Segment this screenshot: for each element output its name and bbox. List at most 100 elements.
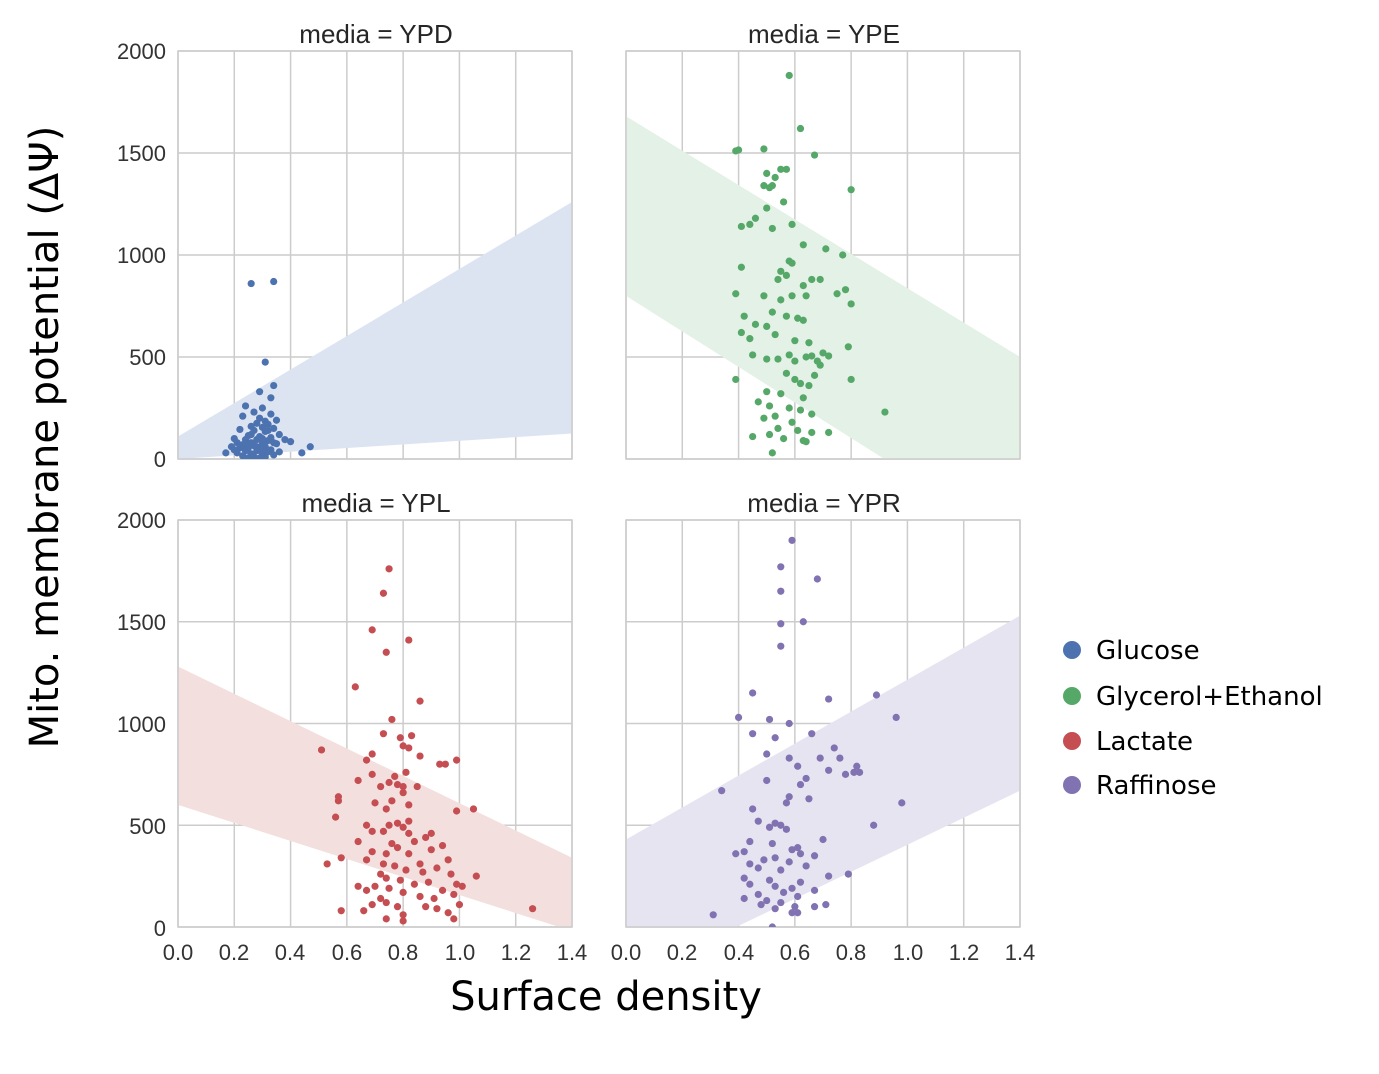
data-point bbox=[771, 173, 779, 182]
data-point bbox=[796, 406, 805, 414]
data-point bbox=[236, 442, 244, 450]
data-point bbox=[785, 404, 793, 412]
data-point bbox=[794, 892, 802, 901]
data-point bbox=[306, 443, 314, 451]
y-tick-label-top: 0 bbox=[154, 447, 166, 472]
data-point bbox=[825, 766, 833, 774]
y-tick-label-top: 2000 bbox=[117, 39, 166, 64]
data-point bbox=[388, 715, 396, 724]
y-tick-label-bottom: 2000 bbox=[117, 508, 166, 533]
data-point bbox=[371, 799, 379, 807]
data-point bbox=[410, 837, 418, 846]
data-point bbox=[275, 448, 283, 456]
y-tick-label-top: 500 bbox=[129, 345, 166, 370]
data-point bbox=[785, 351, 793, 359]
data-point bbox=[768, 308, 776, 316]
data-point bbox=[368, 848, 376, 856]
data-point bbox=[819, 835, 827, 844]
data-point bbox=[841, 286, 850, 294]
data-point bbox=[788, 220, 796, 228]
data-point bbox=[424, 878, 433, 886]
data-point bbox=[813, 575, 821, 583]
data-point bbox=[763, 169, 771, 177]
data-point bbox=[413, 782, 421, 791]
data-point bbox=[754, 817, 762, 825]
data-point bbox=[898, 799, 906, 807]
data-point bbox=[746, 880, 754, 888]
data-point bbox=[796, 878, 805, 886]
data-point bbox=[794, 426, 802, 435]
data-point bbox=[298, 449, 306, 457]
y-tick-label-top: 1000 bbox=[117, 243, 166, 268]
data-point bbox=[371, 882, 379, 890]
data-point bbox=[788, 909, 796, 917]
data-point bbox=[853, 762, 861, 770]
data-point bbox=[816, 361, 824, 369]
data-point bbox=[757, 901, 765, 909]
data-point bbox=[847, 300, 855, 308]
data-point bbox=[805, 381, 813, 390]
data-point bbox=[379, 730, 388, 738]
data-point bbox=[362, 756, 371, 764]
data-point bbox=[760, 292, 768, 300]
data-point bbox=[782, 165, 791, 173]
data-point bbox=[763, 355, 771, 363]
y-tick-label-bottom: 1500 bbox=[117, 610, 166, 635]
data-point bbox=[430, 894, 438, 903]
data-point bbox=[334, 797, 343, 805]
data-point bbox=[270, 277, 278, 286]
data-point bbox=[751, 320, 760, 328]
x-tick-label-left: 0.8 bbox=[388, 940, 419, 965]
data-point bbox=[433, 905, 441, 913]
data-point bbox=[808, 275, 816, 284]
data-point bbox=[393, 819, 402, 827]
data-point bbox=[472, 872, 480, 880]
data-point bbox=[791, 337, 799, 345]
panel-title-ype: media = YPE bbox=[748, 19, 900, 49]
data-point bbox=[749, 432, 757, 441]
data-point bbox=[453, 807, 461, 815]
data-point bbox=[822, 901, 830, 909]
data-point bbox=[734, 146, 743, 154]
data-point bbox=[377, 894, 385, 903]
data-point bbox=[802, 862, 810, 870]
data-point bbox=[267, 410, 275, 418]
data-point bbox=[796, 850, 805, 858]
data-point bbox=[760, 414, 768, 422]
y-tick-label-bottom: 0 bbox=[154, 916, 166, 941]
data-point bbox=[746, 335, 754, 343]
x-tick-label-right: 1.2 bbox=[949, 940, 980, 965]
data-point bbox=[794, 762, 802, 770]
data-point bbox=[399, 823, 407, 831]
data-point bbox=[771, 854, 779, 862]
legend-marker-raffinose bbox=[1063, 776, 1081, 794]
data-point bbox=[391, 772, 399, 781]
data-point bbox=[771, 734, 779, 742]
scatter-points bbox=[732, 71, 889, 457]
data-point bbox=[788, 259, 796, 267]
data-point bbox=[379, 827, 388, 835]
data-point bbox=[791, 375, 799, 384]
data-point bbox=[399, 888, 407, 897]
data-point bbox=[794, 909, 802, 917]
data-point bbox=[253, 443, 261, 451]
data-point bbox=[782, 369, 791, 377]
data-point bbox=[444, 909, 452, 917]
data-point bbox=[763, 388, 771, 396]
data-point bbox=[222, 449, 230, 457]
panel-title-ypl: media = YPL bbox=[301, 488, 450, 518]
data-point bbox=[416, 697, 424, 705]
legend-marker-glucose bbox=[1063, 641, 1081, 659]
scatter-points bbox=[709, 536, 906, 927]
data-point bbox=[354, 837, 362, 846]
data-point bbox=[822, 245, 830, 253]
data-point bbox=[765, 430, 774, 439]
data-point bbox=[236, 425, 244, 434]
data-point bbox=[796, 124, 805, 133]
data-point bbox=[405, 817, 413, 825]
data-point bbox=[763, 896, 771, 905]
data-point bbox=[844, 343, 852, 351]
data-point bbox=[765, 876, 774, 884]
data-point bbox=[765, 823, 774, 831]
data-point bbox=[737, 263, 745, 271]
